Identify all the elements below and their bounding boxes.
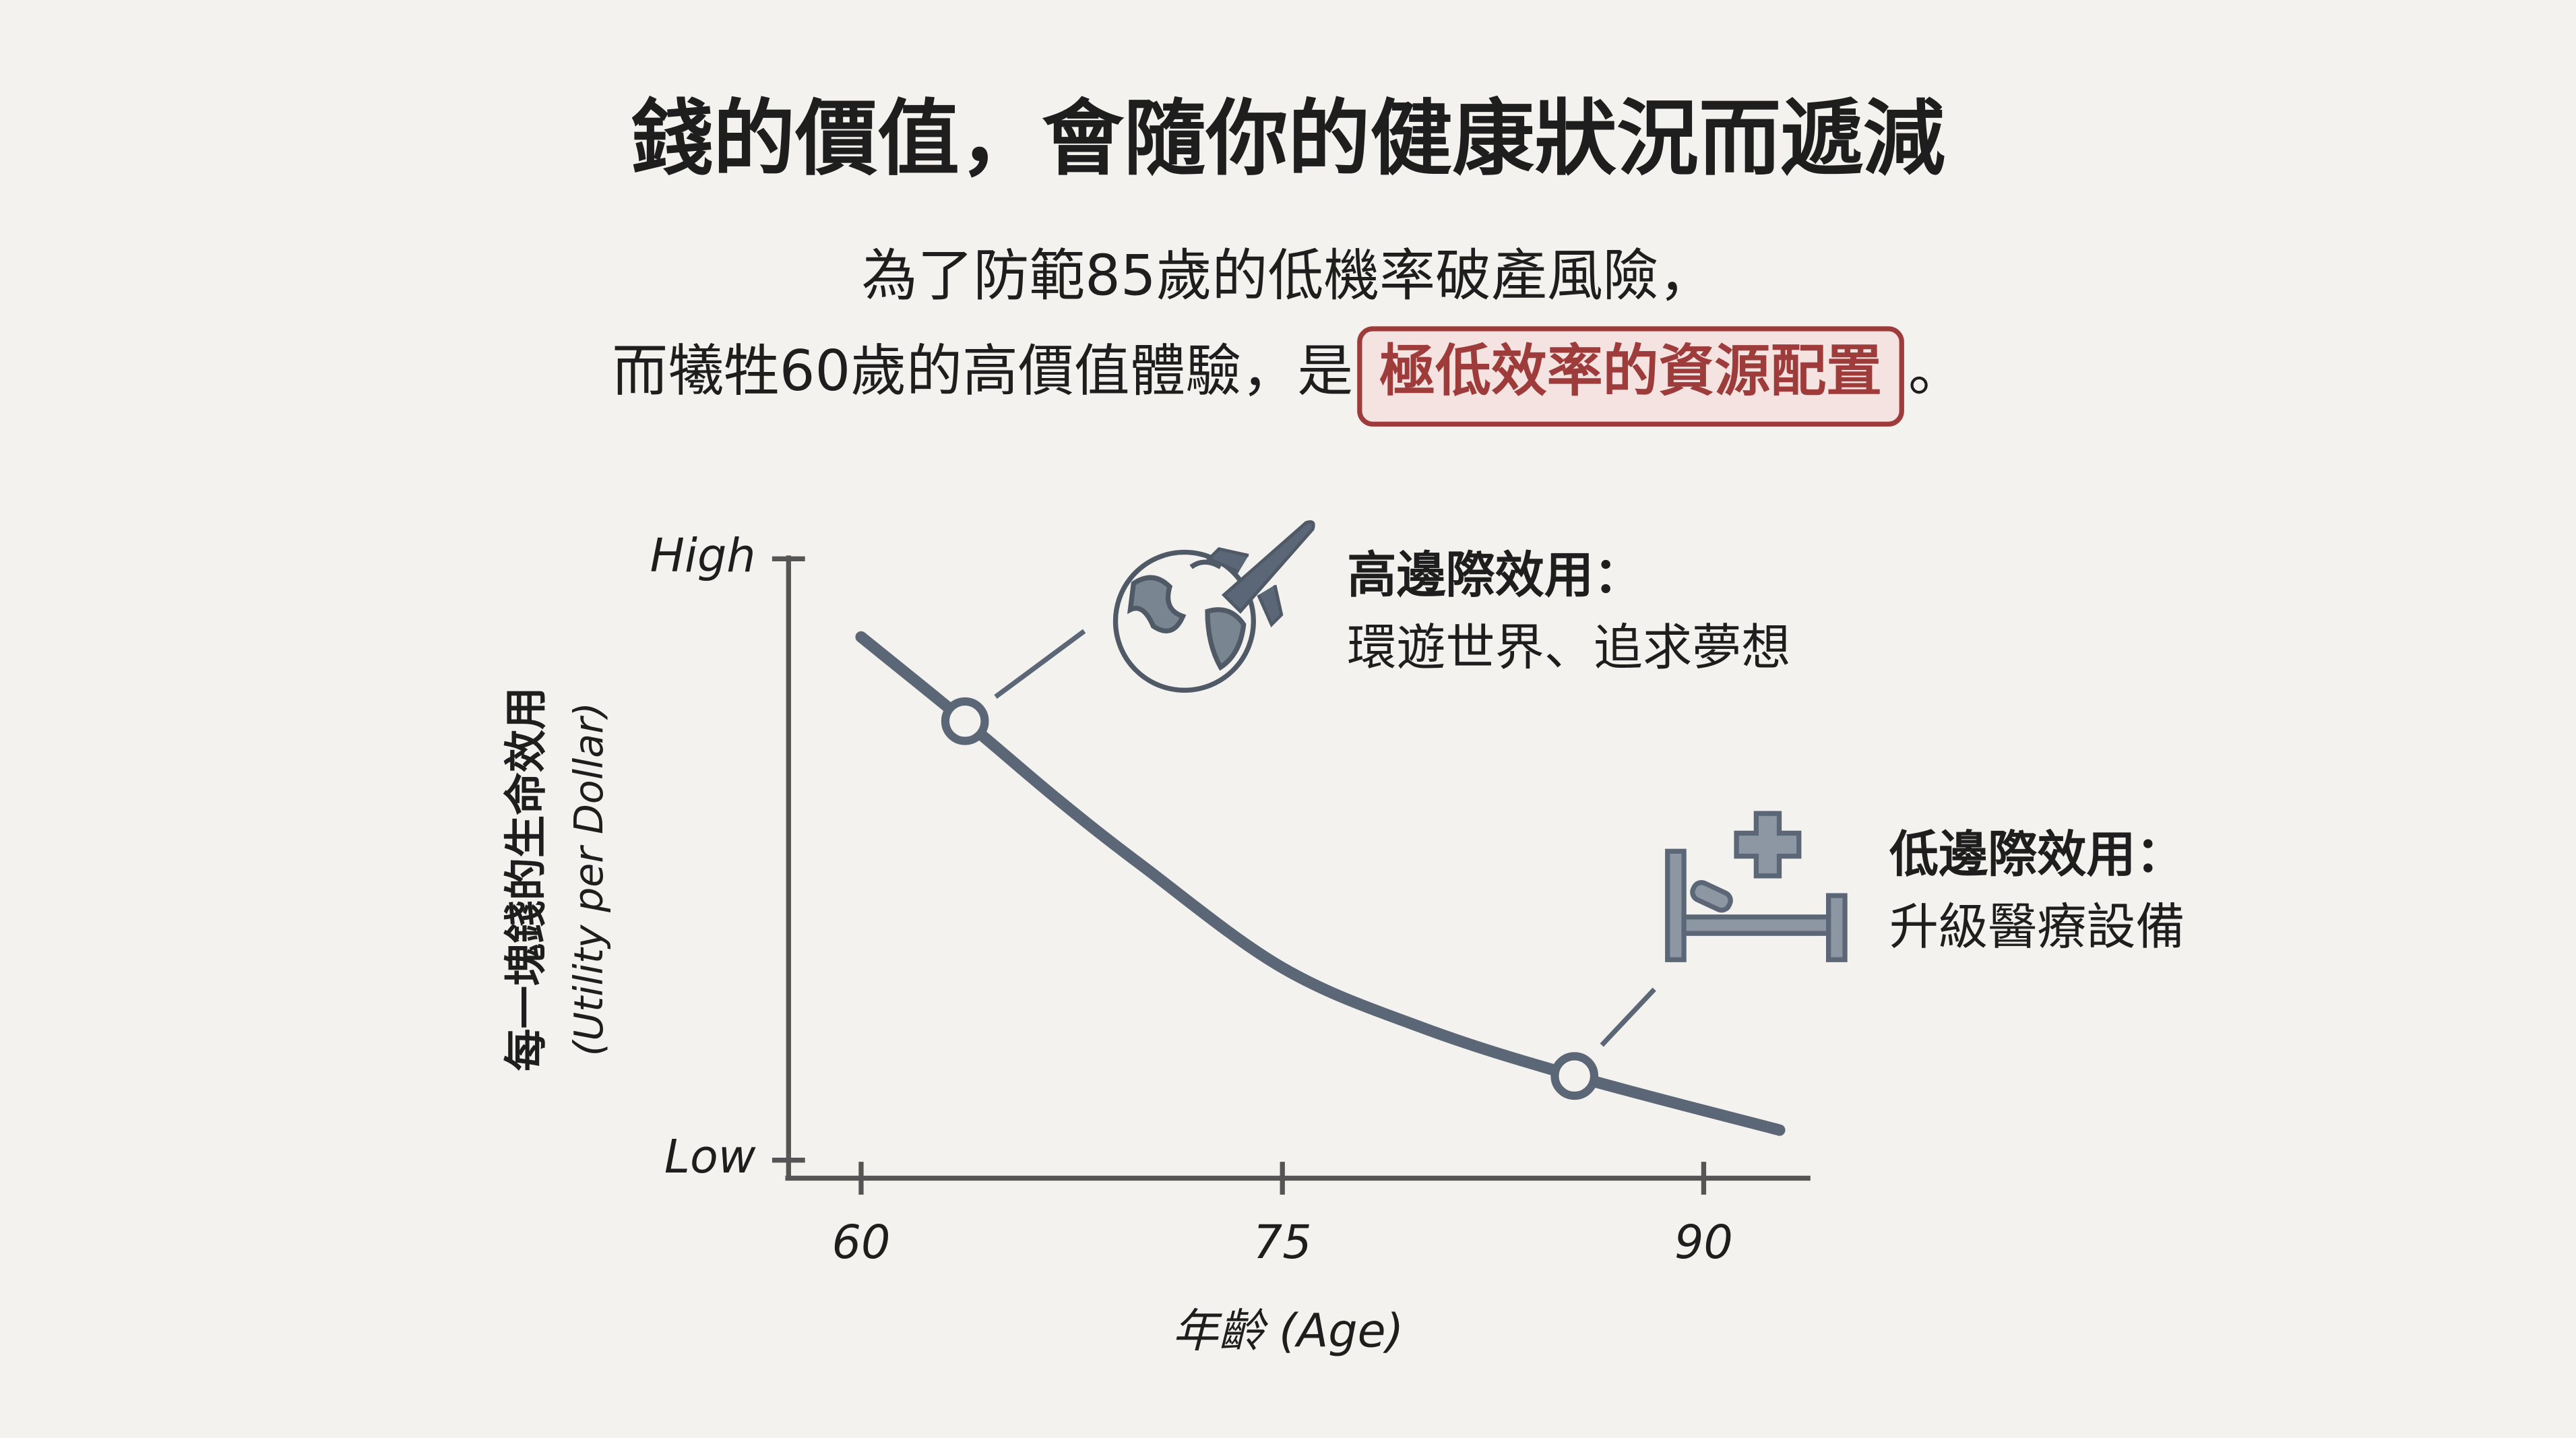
- bed-icon: [1665, 848, 1848, 962]
- x-tick-label: 90: [1674, 1216, 1733, 1270]
- subtitle: 。: [1908, 338, 1964, 404]
- annotation-title: 高邊際效用：: [1347, 547, 1643, 604]
- annotation-title: 低邊際效用：: [1889, 826, 2185, 883]
- globe-icon: [1112, 549, 1256, 693]
- y-tick-label: High: [650, 530, 756, 583]
- highlight-box: [1357, 326, 1904, 427]
- subtitle: 而犧牲60歲的高價值體驗，是: [612, 338, 1353, 404]
- point-marker: [1550, 1052, 1599, 1100]
- annotation-text: 升級醫療設備: [1889, 898, 2185, 956]
- subtitle: 為了防範85歲的低機率破產風險，: [862, 243, 1715, 309]
- subtitle-line: 而犧牲60歲的高價值體驗，是 極低效率的資源配置 。: [612, 326, 1964, 427]
- point-marker: [941, 697, 989, 745]
- chart-title: 錢的價值，會隨你的健康狀況而遞減: [631, 91, 1945, 187]
- connector: [1600, 987, 1656, 1047]
- connector: [994, 629, 1086, 699]
- subtitle-highlight: 極低效率的資源配置: [1379, 338, 1882, 404]
- x-tick-label: 60: [832, 1216, 891, 1270]
- y-tick-label: Low: [664, 1131, 756, 1184]
- annotation-text: 環遊世界、追求夢想: [1347, 619, 1790, 677]
- x-axis-label: 年齡 (Age): [1172, 1305, 1404, 1358]
- x-tick-label: 75: [1253, 1216, 1312, 1270]
- y-axis-label: 每一塊錢的生命效用: [501, 687, 551, 1071]
- y-axis-label: (Utility per Dollar): [566, 702, 612, 1056]
- plane-icon: [1206, 520, 1315, 628]
- cross-icon: [1734, 811, 1802, 879]
